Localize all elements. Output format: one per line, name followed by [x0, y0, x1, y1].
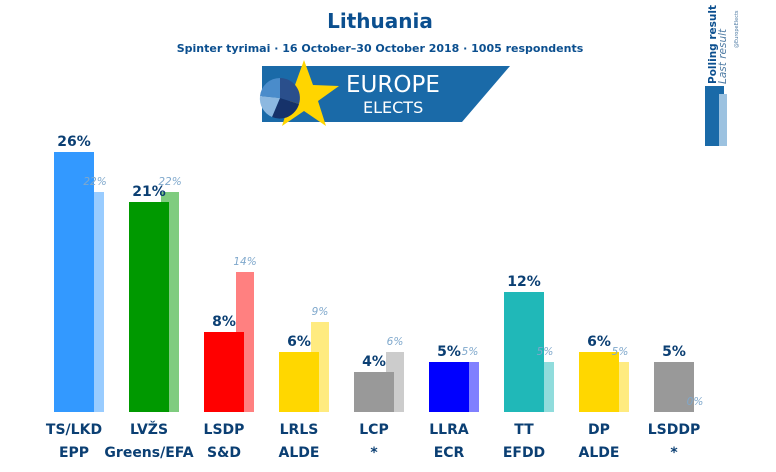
data-label-current: 26% [57, 134, 91, 150]
group-label: EPP [59, 445, 89, 461]
europe-elects-logo: EUROPE ELECTS [259, 60, 510, 126]
pie-icon [259, 77, 300, 119]
logo-line-1: EUROPE [346, 72, 440, 98]
chart-title: Lithuania [327, 9, 433, 33]
group-label: S&D [207, 445, 241, 461]
data-label-last: 9% [312, 306, 329, 318]
bar-polling-result [279, 352, 319, 412]
data-label-current: 12% [507, 274, 541, 290]
group-label: ALDE [579, 445, 620, 461]
bar-polling-result [579, 352, 619, 412]
data-label-last: 14% [233, 256, 256, 268]
logo-line-2: ELECTS [363, 98, 423, 117]
category-label: TS/LKD [46, 422, 102, 438]
group-label: * [670, 445, 678, 461]
data-label-last: 22% [158, 176, 181, 188]
category-label: LVŽS [130, 421, 168, 438]
star-icon [269, 60, 339, 126]
category-label: LCP [359, 422, 388, 438]
data-label-last: 5% [537, 346, 554, 358]
bar-polling-result [54, 152, 94, 412]
category-label: LLRA [429, 422, 469, 438]
legend-label-last: Last result [717, 28, 729, 84]
category-label: LSDP [204, 422, 245, 438]
legend: Polling result Last result @EuropeElects [705, 5, 740, 146]
bar-polling-result [429, 362, 469, 412]
group-label: * [370, 445, 378, 461]
data-label-last: 0% [687, 396, 704, 408]
data-label-last: 6% [387, 336, 404, 348]
category-label: DP [588, 422, 610, 438]
legend-swatch-last [719, 94, 727, 146]
bars: 26%22%TS/LKDEPP21%22%LVŽSGreens/EFA8%14%… [46, 134, 703, 461]
data-label-current: 4% [362, 354, 386, 370]
data-label-current: 6% [287, 334, 311, 350]
group-label: ECR [434, 445, 465, 461]
data-label-current: 6% [587, 334, 611, 350]
data-label-last: 5% [462, 346, 479, 358]
data-label-last: 22% [83, 176, 106, 188]
category-label: LSDDP [648, 422, 701, 438]
bar-polling-result [354, 372, 394, 412]
data-label-current: 21% [132, 184, 166, 200]
data-label-current: 5% [662, 344, 686, 360]
logo-banner [262, 66, 510, 122]
bar-polling-result [654, 362, 694, 412]
group-label: ALDE [279, 445, 320, 461]
bar-polling-result [129, 202, 169, 412]
category-label: TT [514, 422, 534, 438]
legend-note: @EuropeElects [734, 10, 740, 48]
bar-polling-result [204, 332, 244, 412]
bar-polling-result [504, 292, 544, 412]
chart-subtitle: Spinter tyrimai · 16 October–30 October … [177, 42, 584, 55]
legend-label-current: Polling result [707, 5, 719, 84]
data-label-current: 8% [212, 314, 236, 330]
group-label: Greens/EFA [104, 445, 193, 461]
data-label-last: 5% [612, 346, 629, 358]
data-label-current: 5% [437, 344, 461, 360]
category-label: LRLS [280, 422, 319, 438]
group-label: EFDD [503, 445, 545, 461]
